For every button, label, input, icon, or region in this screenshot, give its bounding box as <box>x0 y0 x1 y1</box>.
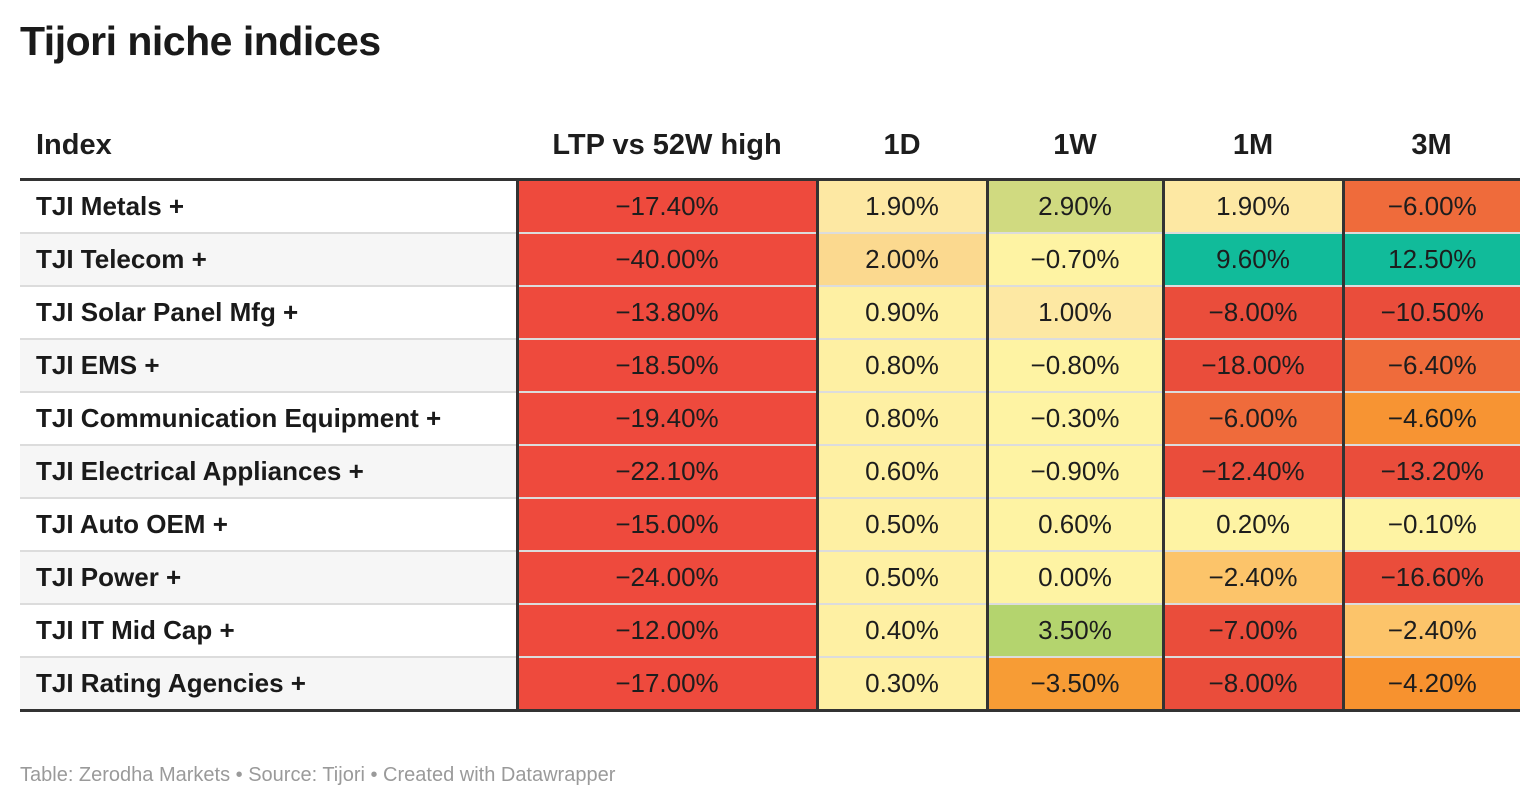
table-row: TJI Auto OEM + −15.00% 0.50% 0.60% 0.20% −0.1… <box>20 498 1520 552</box>
value-cell: −0.10% <box>1341 498 1520 552</box>
column-header-1w[interactable]: 1W <box>987 112 1163 181</box>
value-cell: −6.40% <box>1341 339 1520 393</box>
chart-title: Tijori niche indices <box>20 18 381 64</box>
index-name-cell: TJI Telecom + <box>20 233 517 287</box>
table-row: TJI Solar Panel Mfg + −13.80% 0.90% 1.00% −8… <box>20 286 1520 340</box>
value-cell: −3.50% <box>985 657 1163 712</box>
value-cell: −0.70% <box>985 233 1163 287</box>
value-cell: −40.00% <box>515 233 817 287</box>
value-cell: 0.80% <box>815 339 987 393</box>
index-name-cell: TJI Auto OEM + <box>20 498 517 552</box>
value-cell: −24.00% <box>515 551 817 605</box>
value-cell: 0.00% <box>985 551 1163 605</box>
column-header-index[interactable]: Index <box>20 112 517 181</box>
heatmap-table: Index LTP vs 52W high 1D 1W 1M 3M TJI Me… <box>20 112 1520 712</box>
value-cell: −15.00% <box>515 498 817 552</box>
value-cell: −2.40% <box>1341 604 1520 658</box>
index-name-cell: TJI Solar Panel Mfg + <box>20 286 517 340</box>
value-cell: −0.30% <box>985 392 1163 446</box>
index-name-cell: TJI Electrical Appliances + <box>20 445 517 499</box>
value-cell: −8.00% <box>1161 286 1343 340</box>
value-cell: 9.60% <box>1161 233 1343 287</box>
value-cell: 0.30% <box>815 657 987 712</box>
value-cell: −10.50% <box>1341 286 1520 340</box>
value-cell: −13.80% <box>515 286 817 340</box>
value-cell: −19.40% <box>515 392 817 446</box>
table-body: TJI Metals + −17.40% 1.90% 2.90% 1.90% −6.00%… <box>20 179 1520 712</box>
value-cell: 1.90% <box>815 179 987 234</box>
column-header-1d[interactable]: 1D <box>817 112 987 181</box>
value-cell: −16.60% <box>1341 551 1520 605</box>
value-cell: −0.90% <box>985 445 1163 499</box>
value-cell: −12.00% <box>515 604 817 658</box>
value-cell: −12.40% <box>1161 445 1343 499</box>
value-cell: −4.60% <box>1341 392 1520 446</box>
value-cell: 1.00% <box>985 286 1163 340</box>
table-row: TJI IT Mid Cap + −12.00% 0.40% 3.50% −7.00% −… <box>20 604 1520 658</box>
value-cell: −22.10% <box>515 445 817 499</box>
value-cell: −7.00% <box>1161 604 1343 658</box>
value-cell: 0.90% <box>815 286 987 340</box>
table-row: TJI Telecom + −40.00% 2.00% −0.70% 9.60% 12.5… <box>20 233 1520 287</box>
value-cell: −0.80% <box>985 339 1163 393</box>
value-cell: 0.80% <box>815 392 987 446</box>
index-name-cell: TJI Communication Equipment + <box>20 392 517 446</box>
index-name-cell: TJI Metals + <box>20 179 517 234</box>
column-header-ltp-vs-52w-high[interactable]: LTP vs 52W high <box>517 112 817 181</box>
table-row: TJI EMS + −18.50% 0.80% −0.80% −18.00% −6.40% <box>20 339 1520 393</box>
value-cell: 0.50% <box>815 498 987 552</box>
source-footer: Table: Zerodha Markets • Source: Tijori … <box>20 764 616 786</box>
column-header-3m[interactable]: 3M <box>1343 112 1520 181</box>
value-cell: 0.50% <box>815 551 987 605</box>
value-cell: −18.00% <box>1161 339 1343 393</box>
value-cell: 2.90% <box>985 179 1163 234</box>
value-cell: −6.00% <box>1161 392 1343 446</box>
value-cell: 0.60% <box>815 445 987 499</box>
table-row: TJI Power + −24.00% 0.50% 0.00% −2.40% −16.60… <box>20 551 1520 605</box>
value-cell: 0.40% <box>815 604 987 658</box>
index-name-cell: TJI IT Mid Cap + <box>20 604 517 658</box>
index-name-cell: TJI Power + <box>20 551 517 605</box>
value-cell: −17.40% <box>515 179 817 234</box>
value-cell: 0.60% <box>985 498 1163 552</box>
value-cell: −13.20% <box>1341 445 1520 499</box>
value-cell: 3.50% <box>985 604 1163 658</box>
table-row: TJI Rating Agencies + −17.00% 0.30% −3.50% −… <box>20 657 1520 712</box>
table-row: TJI Communication Equipment + −19.40% 0.80… <box>20 392 1520 446</box>
value-cell: −6.00% <box>1341 179 1520 234</box>
value-cell: −2.40% <box>1161 551 1343 605</box>
value-cell: −18.50% <box>515 339 817 393</box>
value-cell: −17.00% <box>515 657 817 712</box>
value-cell: −4.20% <box>1341 657 1520 712</box>
table-row: TJI Electrical Appliances + −22.10% 0.60% −… <box>20 445 1520 499</box>
value-cell: −8.00% <box>1161 657 1343 712</box>
column-header-1m[interactable]: 1M <box>1163 112 1343 181</box>
value-cell: 12.50% <box>1341 233 1520 287</box>
header-row: Index LTP vs 52W high 1D 1W 1M 3M <box>20 112 1520 181</box>
index-name-cell: TJI Rating Agencies + <box>20 657 517 712</box>
value-cell: 0.20% <box>1161 498 1343 552</box>
index-name-cell: TJI EMS + <box>20 339 517 393</box>
value-cell: 1.90% <box>1161 179 1343 234</box>
value-cell: 2.00% <box>815 233 987 287</box>
table-row: TJI Metals + −17.40% 1.90% 2.90% 1.90% −6.00% <box>20 179 1520 234</box>
